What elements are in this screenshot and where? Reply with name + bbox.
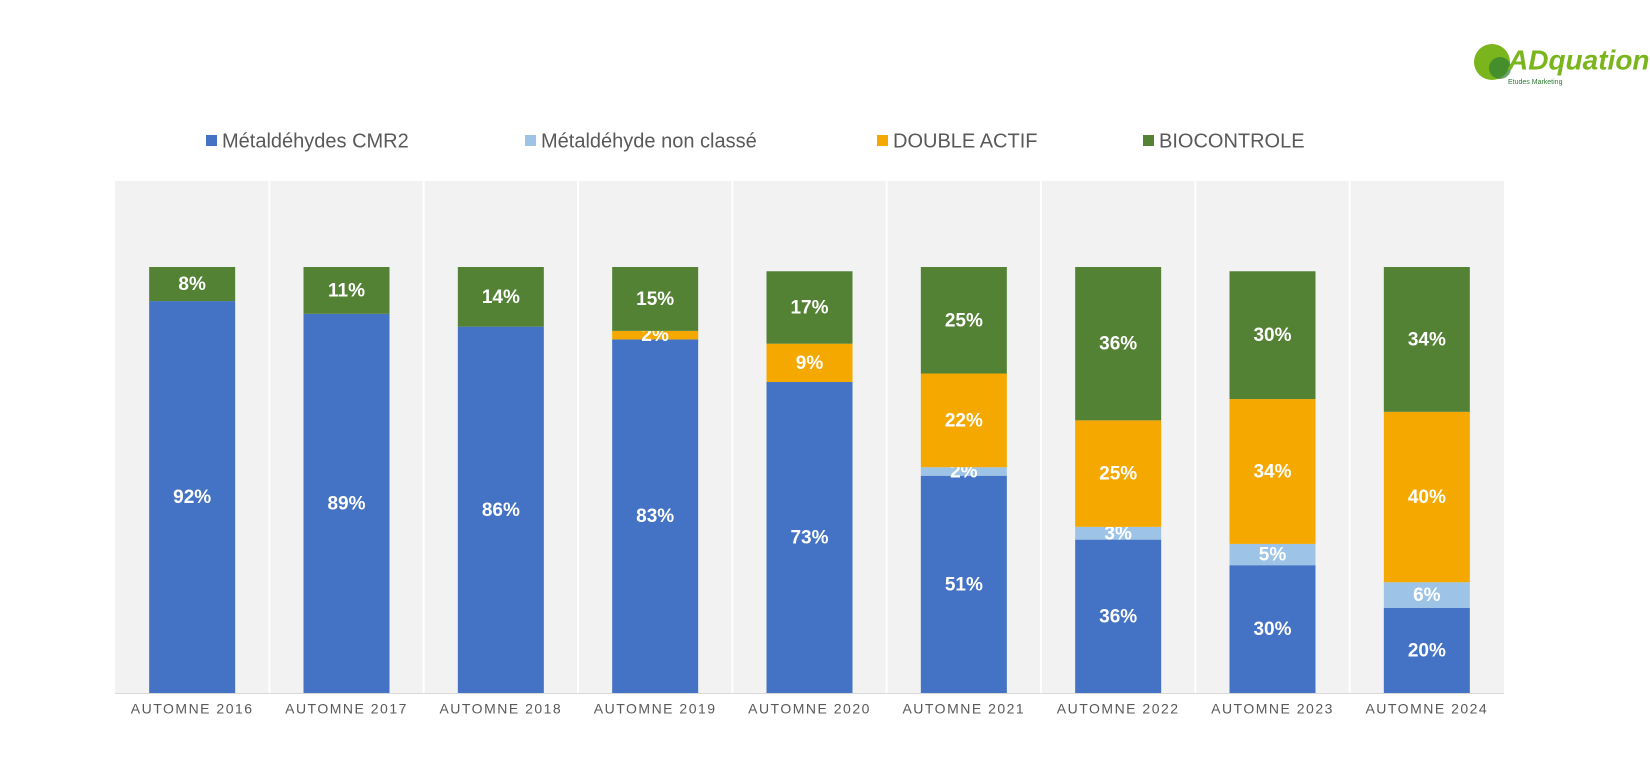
bar-segment xyxy=(1229,271,1316,400)
bar-segment xyxy=(1075,526,1162,540)
bar-segment xyxy=(612,267,699,331)
bar-segment xyxy=(766,271,853,344)
bar-segment xyxy=(1383,607,1470,693)
x-tick-label: AUTOMNE 2023 xyxy=(1211,701,1334,717)
bar-segment xyxy=(1229,543,1316,566)
data-label: 25% xyxy=(1099,464,1137,485)
data-label: 11% xyxy=(328,280,365,301)
data-label: 92% xyxy=(173,487,211,508)
data-label: 25% xyxy=(945,310,983,331)
data-label: 86% xyxy=(482,500,520,521)
bar-segment xyxy=(1229,565,1316,693)
bar-segment xyxy=(1383,411,1470,583)
bar-segment xyxy=(303,313,390,693)
legend-text: Métaldéhydes CMR2 xyxy=(222,130,409,152)
legend-swatch xyxy=(1143,135,1154,146)
data-label: 73% xyxy=(790,528,828,549)
bar-segment xyxy=(1075,539,1162,693)
data-label: 15% xyxy=(636,289,674,310)
x-tick-label: AUTOMNE 2022 xyxy=(1057,701,1180,717)
legend-swatch xyxy=(525,135,536,146)
x-tick-label: AUTOMNE 2024 xyxy=(1365,701,1488,717)
data-label: 14% xyxy=(482,287,520,308)
bar-segment xyxy=(920,373,1007,468)
data-label: 22% xyxy=(945,410,983,431)
logo: ADquation Etudes Marketing xyxy=(1474,44,1650,86)
logo-icon xyxy=(1489,57,1511,79)
bar-segment xyxy=(303,267,390,314)
data-label: 17% xyxy=(790,297,828,318)
bar-segment xyxy=(766,343,853,383)
data-label: 30% xyxy=(1253,325,1291,346)
data-label: 89% xyxy=(327,493,365,514)
x-tick-label: AUTOMNE 2018 xyxy=(439,701,562,717)
x-tick-label: AUTOMNE 2016 xyxy=(131,701,254,717)
data-label: 20% xyxy=(1408,640,1446,661)
bar-segment xyxy=(1383,267,1470,412)
legend-swatch xyxy=(877,135,888,146)
bar-segment xyxy=(920,467,1007,476)
data-label: 8% xyxy=(178,274,206,295)
logo-tagline: Etudes Marketing xyxy=(1508,79,1563,86)
bar-segment xyxy=(457,326,544,693)
x-tick-label: AUTOMNE 2017 xyxy=(285,701,408,717)
bar-segment xyxy=(612,339,699,693)
data-label: 36% xyxy=(1099,606,1137,627)
bar-segment xyxy=(1075,420,1162,527)
x-tick-label: AUTOMNE 2020 xyxy=(748,701,871,717)
data-label: 34% xyxy=(1408,329,1446,350)
data-label: 83% xyxy=(636,506,674,527)
data-label: 3% xyxy=(1104,523,1132,544)
data-label: 34% xyxy=(1253,461,1291,482)
bar-segment xyxy=(612,330,699,340)
data-label: 36% xyxy=(1099,334,1137,355)
bar-segment xyxy=(149,301,236,693)
logo-text: ADquation xyxy=(1507,44,1650,75)
bar-segment xyxy=(1229,399,1316,544)
x-tick-label: AUTOMNE 2019 xyxy=(594,701,717,717)
bar-segment xyxy=(1383,582,1470,608)
data-label: 51% xyxy=(945,574,983,595)
legend-swatch xyxy=(206,135,217,146)
x-tick-label: AUTOMNE 2021 xyxy=(902,701,1025,717)
bar-segment xyxy=(149,267,236,302)
data-label: 30% xyxy=(1253,619,1291,640)
data-label: 5% xyxy=(1259,545,1287,566)
data-label: 40% xyxy=(1408,487,1446,508)
legend-text: BIOCONTROLE xyxy=(1159,130,1305,152)
legend-text: Métaldéhyde non classé xyxy=(541,130,757,152)
bar-segment xyxy=(1075,267,1162,421)
legend-text: DOUBLE ACTIF xyxy=(893,130,1037,152)
bar-segment xyxy=(920,267,1007,374)
data-label: 6% xyxy=(1413,585,1441,606)
data-label: 9% xyxy=(796,353,824,374)
bar-segment xyxy=(920,475,1007,693)
bar-segment xyxy=(766,382,853,693)
bar-segment xyxy=(457,267,544,327)
